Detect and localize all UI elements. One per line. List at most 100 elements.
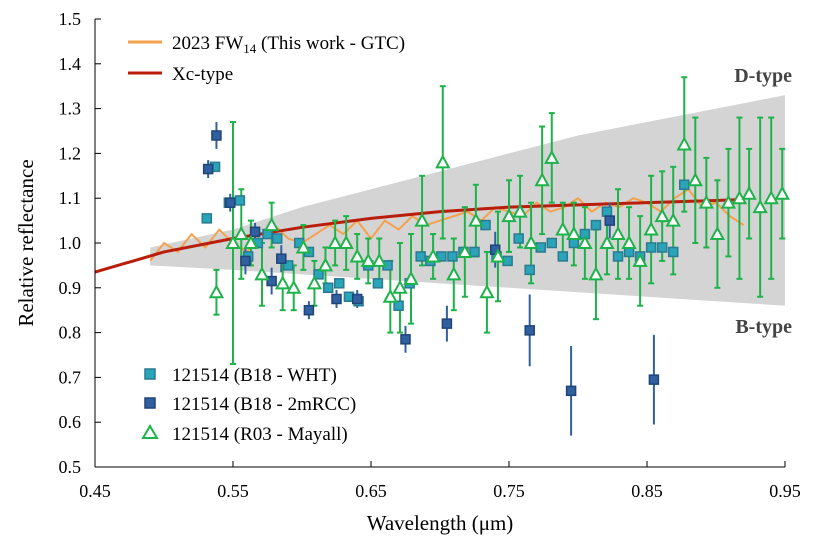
x-axis-title: Wavelength (μm) <box>367 511 514 535</box>
y-tick-label: 1.5 <box>59 9 82 29</box>
x-tick-label: 0.55 <box>217 481 249 501</box>
legend-label-fw14-name: 2023 FW <box>172 33 243 54</box>
mayall-point <box>295 239 312 254</box>
mayall-point <box>435 154 451 169</box>
legend-label-fw14: 2023 FW14 (This work - GTC) <box>172 33 405 56</box>
rcc-point <box>211 130 222 141</box>
y-tick-label: 1.4 <box>59 54 82 74</box>
mayall-point <box>501 208 517 223</box>
mayall-point <box>687 172 703 187</box>
mayall-point <box>382 288 399 303</box>
x-tick-label: 0.65 <box>355 481 387 501</box>
wht-point <box>271 233 283 244</box>
wht-point <box>645 242 657 253</box>
rcc-point <box>240 255 251 267</box>
legend-bottom: 121514 (B18 - WHT) 121514 (B18 - 2mRCC) … <box>141 365 356 445</box>
mayall-point <box>610 225 626 241</box>
mayall-point <box>566 225 582 241</box>
wht-point <box>590 219 602 231</box>
mayall-point <box>446 266 462 281</box>
rcc-point <box>565 385 577 397</box>
mayall-point <box>599 234 615 249</box>
mayall-point <box>233 225 249 241</box>
mayall-point <box>327 234 343 249</box>
wht-point <box>656 242 668 253</box>
mayall-point <box>414 212 430 227</box>
legend-label-mayall: 121514 (R03 - Mayall) <box>172 424 348 445</box>
legend-label-2mrcc: 121514 (B18 - 2mRCC) <box>172 394 356 415</box>
rcc-point <box>400 334 411 345</box>
mayall-point <box>555 221 571 236</box>
mayall-point <box>490 248 506 263</box>
rcc-point <box>331 293 342 305</box>
mayall-point <box>709 225 726 241</box>
wht-point <box>372 278 384 289</box>
marker-layer <box>201 130 790 397</box>
mayall-point <box>468 212 484 227</box>
rcc-point <box>266 275 277 287</box>
mayall-point <box>523 234 539 249</box>
mayall-point <box>479 284 495 299</box>
mayall-point <box>254 266 270 281</box>
y-axis-title: Relative reflectance <box>14 159 38 326</box>
x-tick-label: 0.45 <box>79 481 111 501</box>
wht-point <box>393 300 404 311</box>
wht-point <box>469 246 480 258</box>
legend-marker-2mrcc <box>144 397 156 409</box>
mayall-point <box>263 216 280 232</box>
mayall-point <box>741 185 757 200</box>
xc-type-curve-layer <box>94 198 744 274</box>
x-tick-label: 0.85 <box>631 481 663 501</box>
wht-point <box>667 246 679 258</box>
mayall-point <box>763 190 779 205</box>
mayall-point <box>338 234 354 249</box>
y-tick-label: 0.9 <box>59 278 82 298</box>
mayall-point <box>534 172 550 187</box>
rcc-point <box>648 374 660 385</box>
mayall-point <box>457 243 473 258</box>
y-tick-label: 1.0 <box>59 233 82 253</box>
y-tick-label: 0.8 <box>59 323 82 343</box>
mayall-point <box>286 279 302 294</box>
wht-point <box>557 251 569 262</box>
mayall-point <box>274 275 291 290</box>
mayall-point <box>425 248 441 263</box>
mayall-point <box>643 221 659 236</box>
wht-point <box>513 233 524 244</box>
legend-marker-mayall <box>141 424 159 439</box>
y-tick-label: 1.1 <box>59 188 82 208</box>
mayall-point <box>774 185 790 200</box>
legend-label-xc-type: Xc-type <box>172 64 233 85</box>
x-tick-label: 0.95 <box>769 481 801 501</box>
legend-label-wht: 121514 (B18 - WHT) <box>172 365 337 386</box>
wht-point <box>601 206 613 217</box>
mayall-point <box>512 203 528 218</box>
mayall-point <box>243 234 259 249</box>
mayall-point <box>731 190 748 205</box>
y-tick-label: 0.6 <box>59 412 82 432</box>
y-tick-label: 1.2 <box>59 143 82 163</box>
mayall-point <box>306 275 323 290</box>
mayall-point <box>317 257 334 272</box>
wht-point <box>415 251 426 262</box>
mayall-point <box>392 279 408 294</box>
mayall-point <box>665 212 681 227</box>
rcc-point <box>351 293 363 305</box>
wht-point <box>679 179 690 191</box>
mayall-point <box>544 149 560 164</box>
region-label-d-type: D-type <box>734 65 792 87</box>
rcc-point <box>524 325 535 336</box>
y-tick-label: 0.7 <box>59 367 82 387</box>
mayall-point <box>360 252 376 267</box>
y-tick-label: 1.3 <box>59 99 82 119</box>
wht-point <box>234 195 246 206</box>
region-label-b-type: B-type <box>735 316 792 338</box>
mayall-point <box>225 234 241 249</box>
rcc-point <box>604 215 615 226</box>
mayall-point <box>720 194 737 209</box>
wht-point <box>313 269 324 280</box>
wht-point <box>612 251 624 262</box>
mayall-point <box>698 194 715 209</box>
mayall-point <box>349 248 365 263</box>
